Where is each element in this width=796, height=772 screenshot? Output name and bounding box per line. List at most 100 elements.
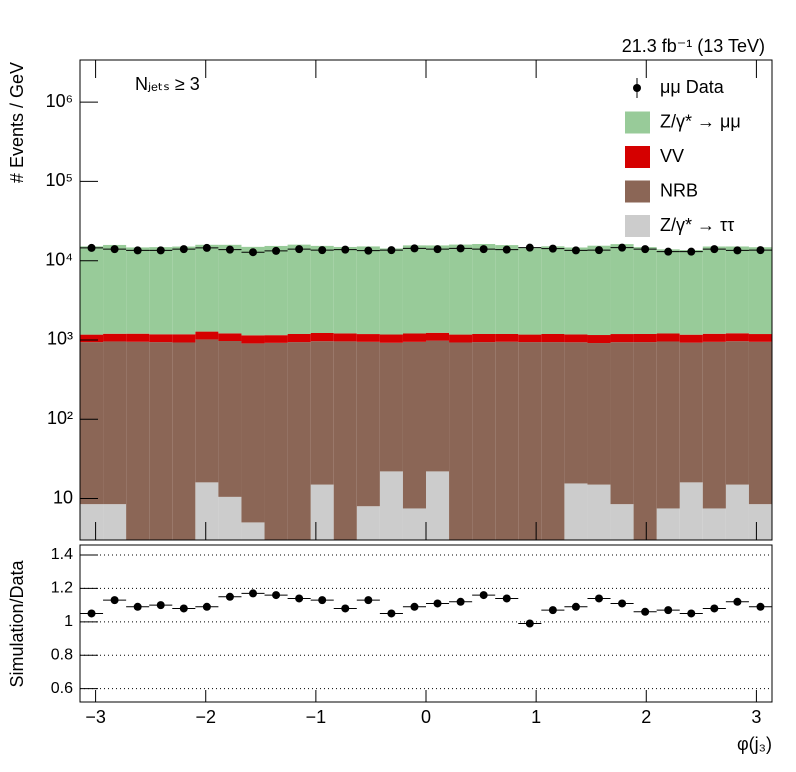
stack-bar xyxy=(103,333,127,342)
stack-bar xyxy=(402,333,426,342)
stack-bar xyxy=(172,334,196,343)
stack-bar xyxy=(725,341,749,485)
stack-bar xyxy=(356,506,380,540)
stack-bar xyxy=(748,247,772,335)
legend-swatch xyxy=(625,111,650,134)
y-tick-label: 1.2 xyxy=(51,580,73,597)
data-point xyxy=(110,245,119,254)
x-axis-label: φ(j₃) xyxy=(737,734,772,754)
stack-bar xyxy=(356,341,380,507)
stack-bar xyxy=(656,508,680,540)
stack-bar xyxy=(333,333,357,342)
stack-bar xyxy=(679,342,703,483)
x-tick-label: 3 xyxy=(751,707,761,727)
data-point xyxy=(387,246,396,255)
stack-bar xyxy=(402,245,426,334)
ratio-point xyxy=(710,604,719,613)
stack-bar xyxy=(80,504,104,540)
x-tick-label: 2 xyxy=(641,707,651,727)
stack-bar xyxy=(656,341,680,509)
stack-bar xyxy=(310,245,334,333)
x-tick-label: 0 xyxy=(421,707,431,727)
marks xyxy=(80,243,772,690)
data-point xyxy=(641,245,650,254)
stack-bar xyxy=(748,504,772,540)
stack-bar xyxy=(702,246,726,334)
legend-marker xyxy=(633,84,641,92)
ratio-point xyxy=(456,597,465,606)
data-point xyxy=(525,243,534,252)
stack-bar xyxy=(195,482,219,540)
stack-bar xyxy=(472,244,496,334)
stack-bar xyxy=(333,341,357,540)
y-tick-label: 10 xyxy=(53,487,73,507)
ratio-point xyxy=(202,602,211,611)
ratio-point xyxy=(156,601,165,610)
data-point xyxy=(364,246,373,255)
stack-bar xyxy=(149,247,173,335)
stack-bar xyxy=(541,246,565,334)
legend-label: Z/γ* → μμ xyxy=(660,111,741,131)
stack-bar xyxy=(472,333,496,343)
stack-bar xyxy=(472,342,496,540)
stack-bar xyxy=(80,334,104,343)
stack-bar xyxy=(126,333,150,342)
stack-bar xyxy=(679,334,703,343)
data-point xyxy=(502,245,511,254)
ratio-point xyxy=(110,596,119,605)
y-tick-label: 0.6 xyxy=(51,680,73,697)
data-point xyxy=(664,247,673,256)
stack-bar xyxy=(333,246,357,334)
x-tick-label: 1 xyxy=(531,707,541,727)
legend-swatch xyxy=(625,215,650,237)
ratio-point xyxy=(387,609,396,618)
stack-bar xyxy=(587,335,611,344)
stack-bar xyxy=(310,332,334,342)
stack-bar xyxy=(495,245,519,334)
data-point xyxy=(318,246,327,255)
data-point xyxy=(179,245,188,254)
legend-swatch xyxy=(625,146,650,168)
ratio-y-axis-label: Simulation/Data xyxy=(7,559,27,687)
stack-bar xyxy=(426,471,450,540)
stack-bar xyxy=(310,484,334,540)
ratio-point xyxy=(433,599,442,608)
data-point xyxy=(456,244,465,253)
stack-bar xyxy=(218,496,242,540)
ratio-point xyxy=(571,602,580,611)
stack-bar xyxy=(287,342,311,540)
y-tick-label: 0.8 xyxy=(51,646,73,663)
stack-bar xyxy=(218,341,242,497)
data-point xyxy=(295,245,304,254)
stack-bar xyxy=(518,248,542,335)
stack-bar xyxy=(195,339,219,483)
stack-bar xyxy=(587,245,611,336)
data-point xyxy=(225,245,234,254)
y-axis-label: # Events / GeV xyxy=(7,62,27,183)
stack-bar xyxy=(748,334,772,342)
stack-bar xyxy=(449,244,473,335)
stack-bar xyxy=(587,484,611,540)
data-point xyxy=(272,246,281,255)
stack-bar xyxy=(264,342,288,540)
ratio-point xyxy=(225,592,234,601)
stack-bar xyxy=(310,341,334,485)
ratio-point xyxy=(502,594,511,603)
stack-bar xyxy=(633,333,657,343)
y-tick-label: 10⁶ xyxy=(46,91,73,111)
stack-bar xyxy=(656,249,680,334)
stack-bar xyxy=(379,334,403,343)
data-point xyxy=(548,244,557,253)
stack-bar xyxy=(587,343,611,485)
stack-bar xyxy=(541,342,565,540)
stack-bar xyxy=(241,522,265,540)
stack-bar xyxy=(426,332,450,341)
data-point xyxy=(156,246,165,255)
ratio-point xyxy=(410,602,419,611)
data-point xyxy=(479,245,488,254)
stack-bar xyxy=(356,334,380,342)
stack-bar xyxy=(172,246,196,335)
data-point xyxy=(756,246,765,255)
stack-bar xyxy=(103,341,127,505)
stack-bar xyxy=(564,483,588,540)
